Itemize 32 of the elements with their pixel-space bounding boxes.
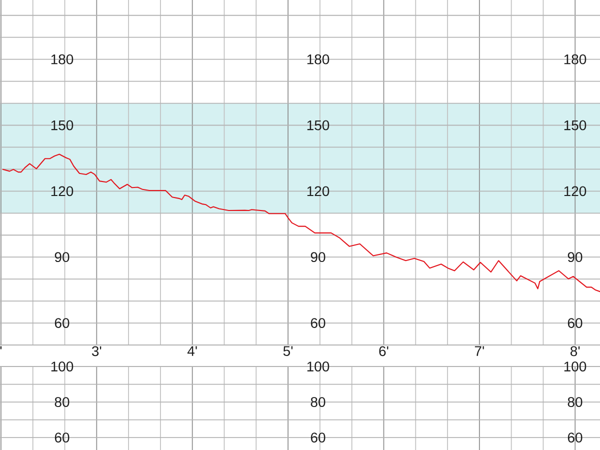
x-tick-label: ' <box>0 346 2 350</box>
y3-tick-label: 90 <box>310 252 326 262</box>
x-tick-label: 3' <box>92 346 102 356</box>
x-tick-label: 4' <box>187 346 197 356</box>
y-tick-label: 180 <box>51 54 74 64</box>
y2-tick-label: 100 <box>564 362 586 372</box>
y3-tick-label: 150 <box>307 120 330 130</box>
y-tick-label: 60 <box>54 318 70 328</box>
y-tick-label: 120 <box>51 186 74 196</box>
y3-tick-label: 60 <box>310 318 326 328</box>
y-tick-label: 60 <box>54 432 70 443</box>
y-tick-label: 150 <box>51 120 74 130</box>
y2-tick-label: 150 <box>564 120 586 130</box>
y3-tick-label: 100 <box>307 362 330 372</box>
y2-tick-label: 80 <box>568 397 582 407</box>
x-tick-label: 6' <box>379 346 388 356</box>
y2-tick-label: 60 <box>568 318 582 328</box>
y2-tick-label: 180 <box>564 54 586 64</box>
y2-tick-label: 120 <box>564 186 586 196</box>
line-series <box>2 154 600 292</box>
y2-tick-label: 90 <box>568 252 582 262</box>
y-tick-label: 80 <box>54 397 70 407</box>
y-tick-label: 90 <box>54 252 70 262</box>
y3-tick-label: 120 <box>307 186 330 196</box>
x-tick-label: 8' <box>570 346 580 356</box>
y-tick-label: 100 <box>51 362 74 372</box>
y2-tick-label: 60 <box>568 432 582 443</box>
x-tick-label: 5' <box>283 346 293 356</box>
y3-tick-label: 80 <box>310 397 326 407</box>
y3-tick-label: 180 <box>307 54 330 64</box>
y3-tick-label: 60 <box>310 432 326 443</box>
x-tick-label: 7' <box>474 346 484 356</box>
